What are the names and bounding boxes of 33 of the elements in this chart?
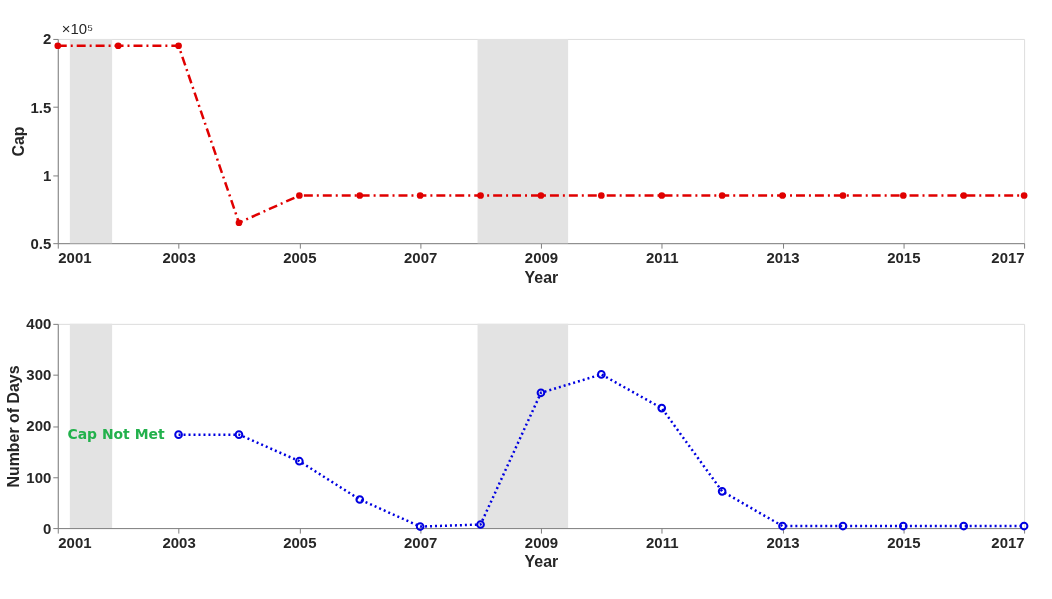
x-axis-title: Year: [524, 553, 559, 571]
y-tick-label: 200: [26, 417, 52, 435]
y-axis-title: Number of Days: [5, 365, 23, 488]
x-tick-label: 2001: [58, 533, 92, 551]
x-tick-label: 2007: [404, 248, 438, 266]
annotation: Cap Not Met: [67, 425, 165, 442]
x-tick-label: 2015: [887, 248, 921, 266]
y-tick-label: 400: [26, 315, 52, 333]
x-tick-label: 2009: [524, 248, 559, 266]
y-tick-label: 1: [42, 166, 52, 184]
x-tick-label: 2003: [162, 248, 196, 266]
text: ×10⁵: [61, 19, 94, 37]
y-tick-label: 0: [42, 519, 52, 537]
y-axis-title: Cap: [9, 126, 27, 157]
y-tick-label: 1.5: [30, 98, 52, 116]
x-tick-label: 2003: [162, 533, 196, 551]
x-tick-label: 2001: [58, 248, 92, 266]
x-tick-label: 2013: [766, 533, 800, 551]
x-tick-label: 2017: [991, 248, 1025, 266]
x-tick-label: 2005: [283, 248, 317, 266]
y-tick-label: 0.5: [30, 234, 52, 252]
x-tick-label: 2005: [283, 533, 317, 551]
x-tick-label: 2011: [646, 248, 679, 266]
x-tick-label: 2009: [524, 533, 559, 551]
x-tick-label: 2017: [991, 533, 1025, 551]
x-tick-label: 2013: [766, 248, 800, 266]
y-tick-label: 100: [26, 468, 52, 486]
x-tick-label: 2007: [404, 533, 438, 551]
x-axis-title: Year: [524, 268, 559, 286]
y-tick-label: 300: [26, 366, 52, 384]
y-tick-label: 2: [42, 30, 52, 48]
x-tick-label: 2011: [646, 533, 679, 551]
x-tick-label: 2015: [887, 533, 921, 551]
